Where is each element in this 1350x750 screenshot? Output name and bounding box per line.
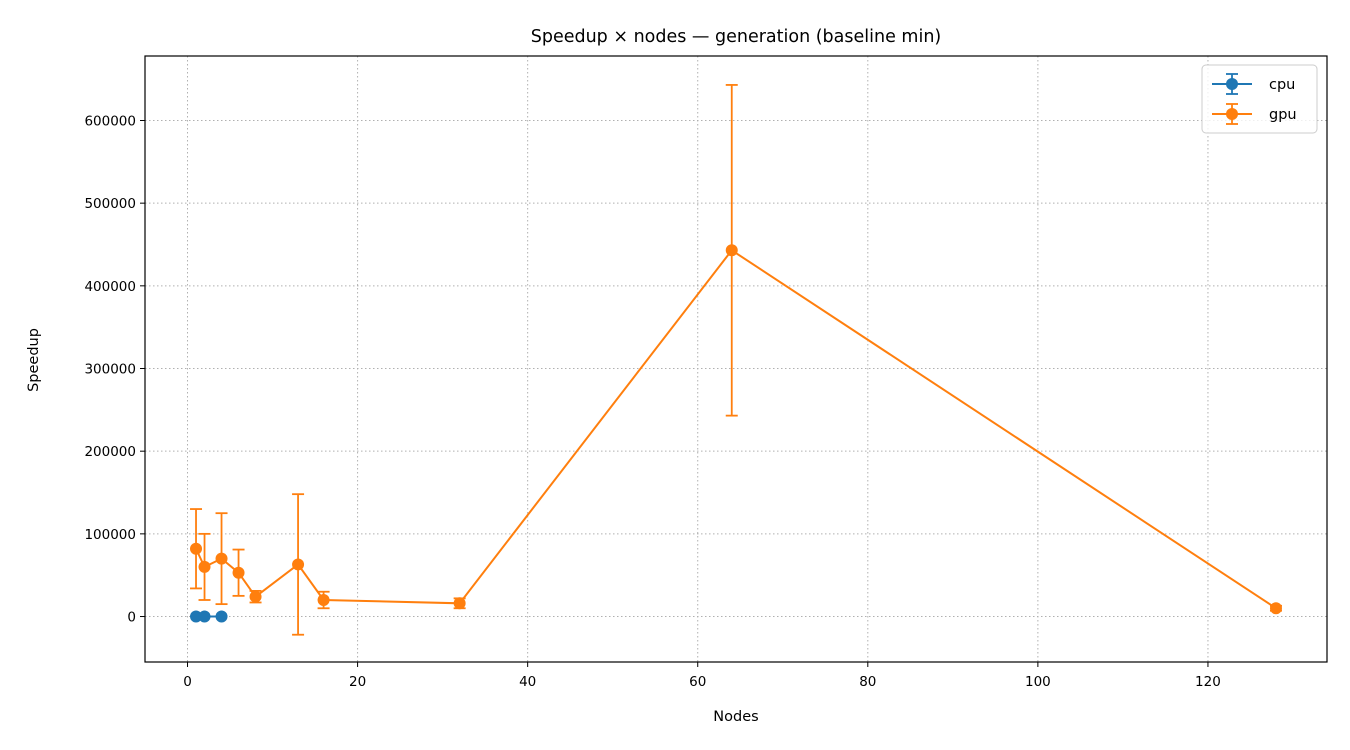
- chart-title: Speedup × nodes — generation (baseline m…: [531, 27, 942, 47]
- cpu-point: [216, 611, 228, 623]
- x-tick-label: 120: [1195, 674, 1221, 690]
- legend-box: [1202, 65, 1317, 133]
- x-tick-label: 40: [519, 674, 536, 690]
- legend: cpu gpu: [1202, 65, 1317, 133]
- y-tick-label: 500000: [84, 196, 136, 212]
- legend-label: gpu: [1269, 107, 1297, 123]
- x-tick-label: 80: [859, 674, 876, 690]
- gpu-point: [318, 594, 330, 606]
- y-tick-label: 600000: [84, 113, 136, 129]
- gpu-point: [1270, 602, 1282, 614]
- legend-swatch-marker: [1226, 78, 1238, 90]
- gpu-point: [216, 553, 228, 565]
- y-axis-label: Speedup: [26, 328, 42, 392]
- gpu-point: [726, 244, 738, 256]
- y-tick-label: 100000: [84, 527, 136, 543]
- gpu-point: [250, 591, 262, 603]
- x-axis-label: Nodes: [713, 709, 758, 725]
- gpu-point: [190, 543, 202, 555]
- gpu-point: [292, 558, 304, 570]
- x-tick-label: 100: [1025, 674, 1051, 690]
- gpu-point: [199, 561, 211, 573]
- legend-label: cpu: [1269, 77, 1295, 93]
- y-tick-label: 0: [127, 610, 136, 626]
- gpu-point: [233, 567, 245, 579]
- legend-swatch-marker: [1226, 108, 1238, 120]
- gpu-point: [454, 597, 466, 609]
- x-tick-label: 0: [183, 674, 192, 690]
- y-tick-label: 400000: [84, 279, 136, 295]
- y-tick-label: 300000: [84, 362, 136, 378]
- series-cpu: [190, 611, 228, 623]
- x-tick-label: 20: [349, 674, 366, 690]
- y-tick-label: 200000: [84, 444, 136, 460]
- cpu-point: [199, 611, 211, 623]
- x-tick-label: 60: [689, 674, 706, 690]
